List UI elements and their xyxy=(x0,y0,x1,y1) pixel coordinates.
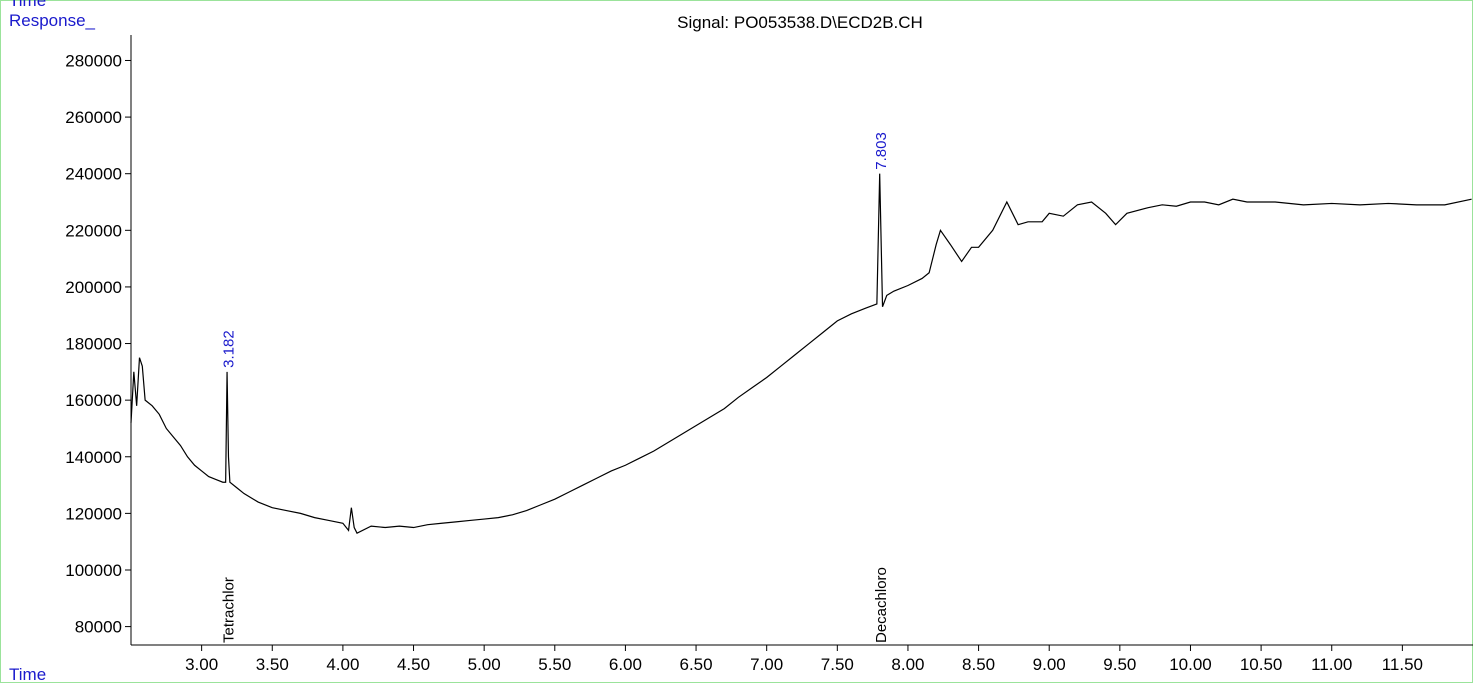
x-tick-label: 4.00 xyxy=(326,655,359,674)
x-tick-label: 7.00 xyxy=(750,655,783,674)
x-tick-label: 11.50 xyxy=(1382,655,1423,674)
chart-title: Signal: PO053538.D\ECD2B.CH xyxy=(677,13,923,32)
x-tick-label: 6.00 xyxy=(609,655,642,674)
x-tick-label: 11.00 xyxy=(1311,655,1352,674)
y-tick-label: 220000 xyxy=(65,221,122,240)
peak-label: 3.182 xyxy=(220,330,237,368)
y-tick-label: 240000 xyxy=(65,165,122,184)
x-tick-label: 10.50 xyxy=(1240,655,1283,674)
x-tick-label: 3.00 xyxy=(185,655,218,674)
x-tick-label: 5.00 xyxy=(468,655,501,674)
x-tick-label: 6.50 xyxy=(680,655,713,674)
x-tick-label: 8.00 xyxy=(891,655,924,674)
compound-label: Decachloro xyxy=(873,567,890,643)
y-tick-label: 100000 xyxy=(65,561,122,580)
x-tick-label: 10.00 xyxy=(1169,655,1212,674)
x-tick-label: 8.50 xyxy=(962,655,995,674)
compound-label: Tetrachlor xyxy=(220,577,237,643)
x-tick-label: 5.50 xyxy=(538,655,571,674)
x-tick-label: 4.50 xyxy=(397,655,430,674)
y-axis-label: Response_ xyxy=(9,11,96,30)
x-axis-label: Time xyxy=(9,665,46,683)
y-tick-label: 160000 xyxy=(65,391,122,410)
x-tick-label: 3.50 xyxy=(256,655,289,674)
y-tick-label: 260000 xyxy=(65,108,122,127)
signal-trace xyxy=(130,173,1472,534)
y-tick-label: 280000 xyxy=(65,51,122,70)
top-label: Time xyxy=(9,0,46,10)
peak-label: 7.803 xyxy=(873,132,890,170)
x-tick-label: 9.50 xyxy=(1103,655,1136,674)
y-tick-label: 180000 xyxy=(65,335,122,354)
x-tick-label: 7.50 xyxy=(821,655,854,674)
x-tick-label: 9.00 xyxy=(1033,655,1066,674)
y-tick-label: 140000 xyxy=(65,448,122,467)
y-tick-label: 80000 xyxy=(75,618,122,637)
y-tick-label: 200000 xyxy=(65,278,122,297)
y-tick-label: 120000 xyxy=(65,504,122,523)
